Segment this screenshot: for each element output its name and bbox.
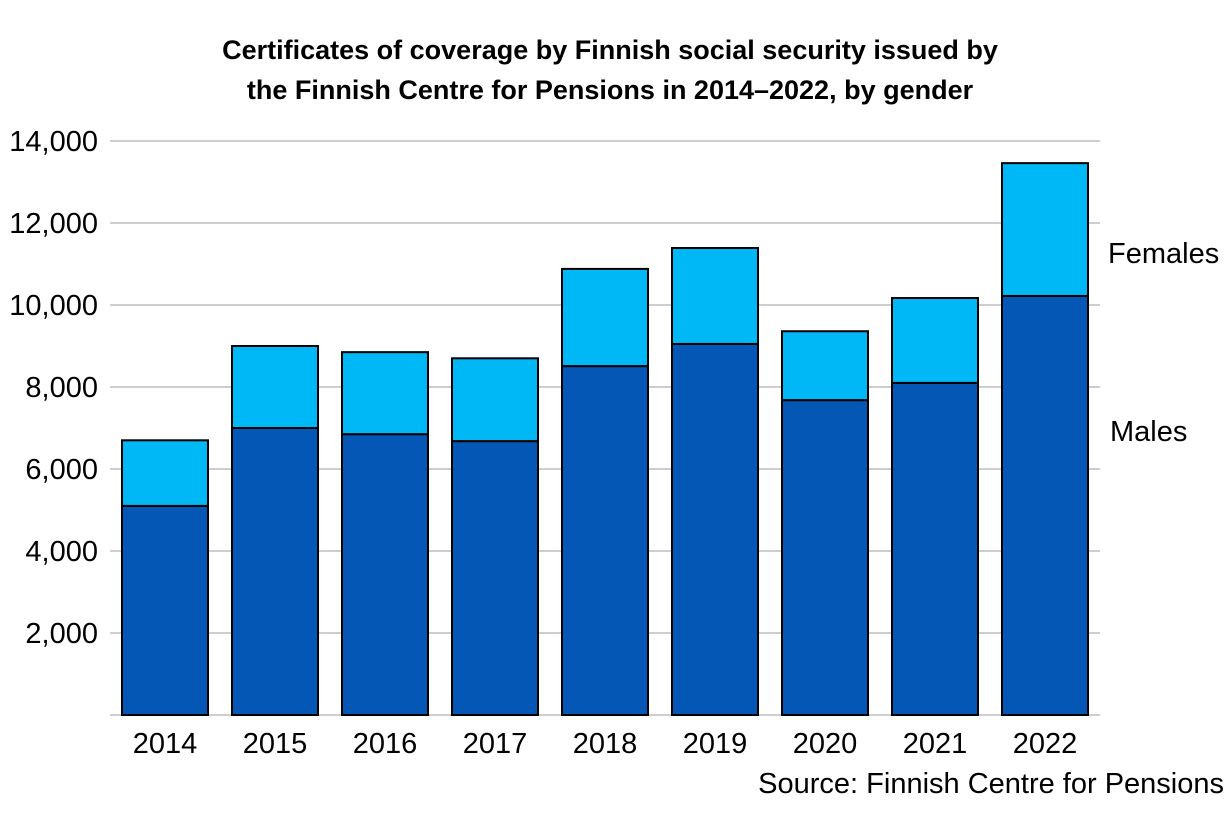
bar-females-2014 (121, 439, 209, 507)
x-tick-label: 2019 (683, 728, 748, 760)
x-tick-label: 2022 (1013, 728, 1078, 760)
bar-females-2022 (1001, 162, 1089, 297)
bar-males-2019 (671, 342, 759, 716)
title-line-2: the Finnish Centre for Pensions in 2014–… (246, 75, 974, 105)
series-label-females: Females (1108, 238, 1219, 270)
bar-males-2020 (781, 399, 869, 716)
bar-males-2017 (451, 440, 539, 716)
bar-females-2021 (891, 297, 979, 384)
y-tick-label: 10,000 (9, 290, 98, 322)
y-tick-label: 14,000 (9, 126, 98, 158)
y-tick-label: 12,000 (9, 208, 98, 240)
source-note: Source: Finnish Centre for Pensions (758, 768, 1224, 800)
y-tick-label: 2,000 (25, 618, 98, 650)
y-tick-label: 6,000 (25, 454, 98, 486)
bar-females-2019 (671, 247, 759, 345)
title-line-1: Certificates of coverage by Finnish soci… (222, 35, 998, 65)
bar-males-2014 (121, 504, 209, 716)
bar-males-2016 (341, 433, 429, 716)
x-tick-label: 2017 (463, 728, 528, 760)
x-tick-label: 2016 (353, 728, 418, 760)
x-tick-label: 2018 (573, 728, 638, 760)
y-tick-label: 4,000 (25, 536, 98, 568)
chart-title: Certificates of coverage by Finnish soci… (120, 30, 1100, 110)
bar-females-2015 (231, 345, 319, 429)
x-tick-label: 2021 (903, 728, 968, 760)
series-label-males: Males (1110, 416, 1187, 448)
bar-females-2020 (781, 330, 869, 402)
bar-males-2018 (561, 365, 649, 716)
x-tick-label: 2020 (793, 728, 858, 760)
bar-females-2017 (451, 357, 539, 443)
bar-males-2021 (891, 381, 979, 716)
bar-males-2015 (231, 427, 319, 716)
x-tick-label: 2014 (133, 728, 198, 760)
bar-males-2022 (1001, 294, 1089, 716)
bar-females-2018 (561, 267, 649, 368)
y-tick-label: 8,000 (25, 372, 98, 404)
x-tick-label: 2015 (243, 728, 308, 760)
bar-females-2016 (341, 351, 429, 436)
